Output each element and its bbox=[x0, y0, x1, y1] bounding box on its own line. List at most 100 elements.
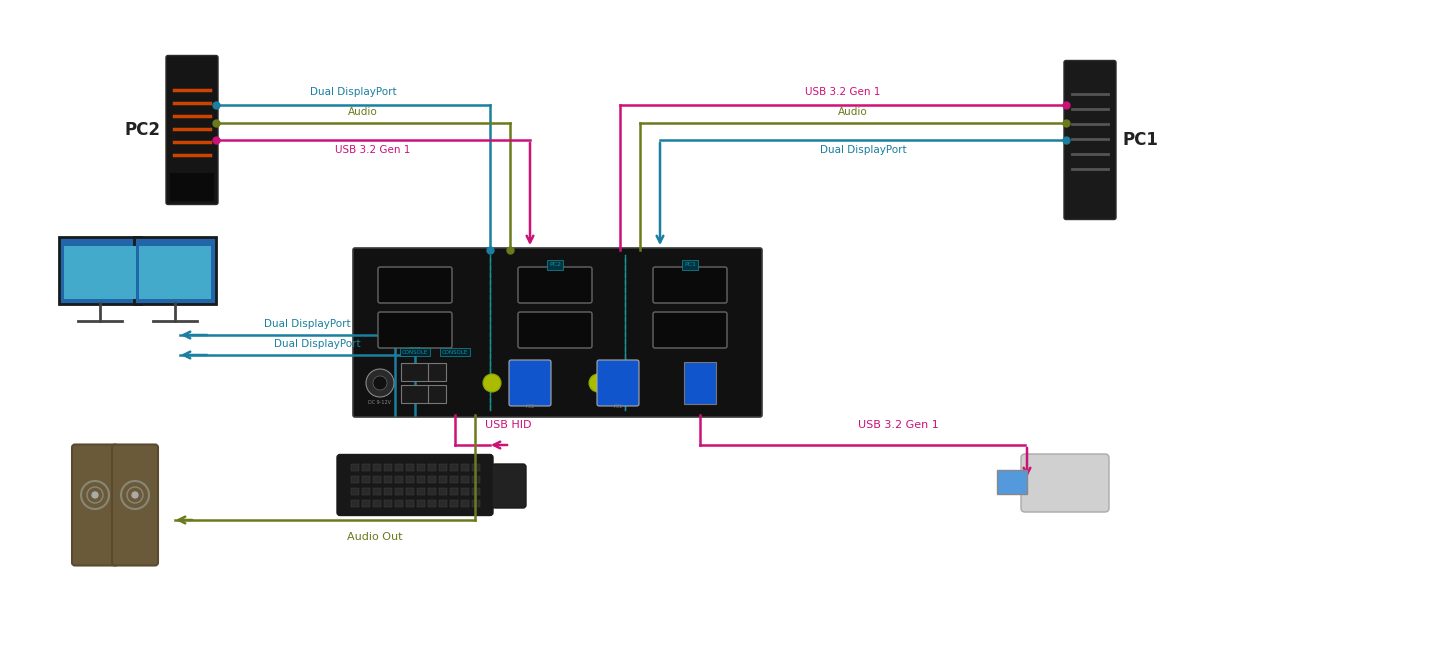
Bar bbox=[461, 488, 468, 495]
Text: USB 3.2 Gen 1: USB 3.2 Gen 1 bbox=[335, 145, 410, 155]
FancyBboxPatch shape bbox=[492, 464, 526, 508]
FancyBboxPatch shape bbox=[652, 267, 726, 303]
FancyBboxPatch shape bbox=[1064, 60, 1116, 220]
Bar bbox=[439, 488, 447, 495]
Text: Audio: Audio bbox=[838, 107, 869, 117]
Text: USB 3.2 Gen 1: USB 3.2 Gen 1 bbox=[805, 87, 880, 97]
Bar bbox=[428, 476, 436, 483]
Bar bbox=[406, 500, 415, 507]
Bar bbox=[406, 488, 415, 495]
Bar bbox=[450, 500, 458, 507]
Bar bbox=[418, 464, 425, 471]
Text: USB HID: USB HID bbox=[484, 420, 532, 430]
Text: CONSOLE: CONSOLE bbox=[402, 350, 428, 354]
FancyBboxPatch shape bbox=[518, 267, 592, 303]
Bar bbox=[439, 500, 447, 507]
Bar bbox=[373, 464, 381, 471]
Bar bbox=[428, 363, 447, 381]
Bar bbox=[450, 488, 458, 495]
Bar bbox=[139, 246, 212, 298]
FancyBboxPatch shape bbox=[518, 312, 592, 348]
FancyBboxPatch shape bbox=[133, 237, 216, 304]
Bar bbox=[450, 464, 458, 471]
Bar bbox=[394, 488, 403, 495]
Bar bbox=[439, 476, 447, 483]
Text: Audio: Audio bbox=[348, 107, 378, 117]
Bar bbox=[170, 172, 215, 200]
Bar bbox=[362, 488, 370, 495]
Text: USB 3.2 Gen 1: USB 3.2 Gen 1 bbox=[858, 420, 938, 430]
Bar bbox=[406, 464, 415, 471]
Bar bbox=[373, 500, 381, 507]
FancyBboxPatch shape bbox=[352, 248, 763, 417]
FancyBboxPatch shape bbox=[652, 312, 726, 348]
Text: PC2: PC2 bbox=[125, 121, 160, 139]
Bar bbox=[418, 500, 425, 507]
Text: PC1: PC1 bbox=[1122, 131, 1159, 149]
Text: O/O: O/O bbox=[409, 347, 422, 353]
Text: Dual DisplayPort: Dual DisplayPort bbox=[264, 319, 351, 329]
Bar bbox=[351, 476, 360, 483]
FancyBboxPatch shape bbox=[509, 360, 551, 406]
FancyBboxPatch shape bbox=[1021, 454, 1109, 512]
Bar bbox=[394, 500, 403, 507]
Bar bbox=[439, 464, 447, 471]
Bar bbox=[418, 488, 425, 495]
Bar bbox=[461, 500, 468, 507]
Text: PC1: PC1 bbox=[613, 404, 622, 410]
Text: PC2: PC2 bbox=[550, 263, 561, 268]
Bar bbox=[351, 500, 360, 507]
Bar bbox=[684, 362, 716, 404]
Bar bbox=[64, 246, 136, 298]
Circle shape bbox=[373, 376, 387, 390]
Bar bbox=[450, 476, 458, 483]
Text: Dual DisplayPort: Dual DisplayPort bbox=[819, 145, 906, 155]
Circle shape bbox=[589, 374, 608, 392]
Bar bbox=[384, 476, 392, 483]
FancyBboxPatch shape bbox=[597, 360, 639, 406]
Bar bbox=[362, 500, 370, 507]
Bar bbox=[394, 464, 403, 471]
FancyBboxPatch shape bbox=[112, 445, 158, 566]
Bar bbox=[473, 464, 480, 471]
FancyBboxPatch shape bbox=[378, 312, 452, 348]
Text: Audio Out: Audio Out bbox=[347, 532, 403, 542]
FancyBboxPatch shape bbox=[336, 454, 493, 515]
Bar bbox=[428, 500, 436, 507]
Circle shape bbox=[132, 492, 138, 498]
Bar bbox=[373, 476, 381, 483]
Bar bbox=[473, 500, 480, 507]
Bar bbox=[428, 464, 436, 471]
FancyBboxPatch shape bbox=[165, 55, 218, 205]
FancyBboxPatch shape bbox=[72, 445, 117, 566]
Bar bbox=[384, 500, 392, 507]
Circle shape bbox=[91, 492, 99, 498]
FancyBboxPatch shape bbox=[59, 237, 141, 304]
Bar bbox=[351, 464, 360, 471]
Bar bbox=[418, 476, 425, 483]
Bar bbox=[473, 488, 480, 495]
FancyBboxPatch shape bbox=[378, 267, 452, 303]
Circle shape bbox=[483, 374, 502, 392]
Text: PC1: PC1 bbox=[684, 263, 696, 268]
Bar bbox=[384, 464, 392, 471]
Bar bbox=[384, 488, 392, 495]
Bar bbox=[373, 488, 381, 495]
Bar bbox=[362, 464, 370, 471]
Bar bbox=[461, 464, 468, 471]
Bar bbox=[394, 476, 403, 483]
Bar bbox=[998, 470, 1027, 494]
Bar bbox=[428, 385, 447, 403]
Text: CONSOLE: CONSOLE bbox=[442, 350, 468, 354]
Text: DC 9-12V: DC 9-12V bbox=[368, 400, 392, 404]
Bar bbox=[473, 476, 480, 483]
Bar bbox=[362, 476, 370, 483]
Circle shape bbox=[365, 369, 394, 397]
Bar bbox=[461, 476, 468, 483]
Bar bbox=[351, 488, 360, 495]
Text: PC2: PC2 bbox=[525, 404, 535, 410]
Text: Dual DisplayPort: Dual DisplayPort bbox=[274, 339, 361, 349]
Bar bbox=[402, 385, 429, 403]
Text: Dual DisplayPort: Dual DisplayPort bbox=[310, 87, 396, 97]
Bar bbox=[428, 488, 436, 495]
